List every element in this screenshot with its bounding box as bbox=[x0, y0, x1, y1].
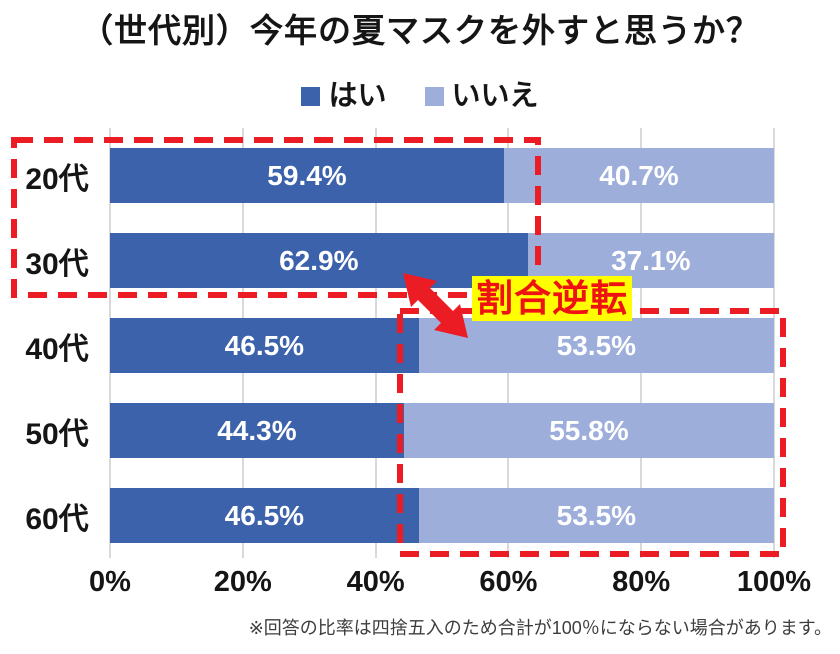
bar-segment-いいえ: 40.7% bbox=[504, 148, 774, 203]
category-label: 50代 bbox=[25, 417, 89, 451]
footnote: ※回答の比率は四捨五入のため合計が100％にならない場合があります。 bbox=[248, 618, 832, 638]
bar-value-label: 59.4% bbox=[267, 159, 347, 191]
bar-value-label: 46.5% bbox=[224, 499, 305, 531]
legend-label: はい bbox=[328, 79, 387, 112]
category-axis: 20代 30代 40代 50代 60代 bbox=[14, 128, 100, 558]
bar-value-label: 55.8% bbox=[549, 414, 629, 446]
value-axis: 0% 20% 40% 60% 80% 100% bbox=[89, 566, 811, 606]
legend-label: いいえ bbox=[451, 79, 539, 112]
reversal-callout: 割合逆転 bbox=[472, 276, 632, 321]
x-tick-label: 40% bbox=[346, 566, 405, 598]
legend-item-0: はい bbox=[301, 79, 387, 112]
bar-segment-はい: 46.5% bbox=[110, 318, 419, 373]
bar-value-label: 37.1% bbox=[611, 244, 691, 276]
bar-segment-いいえ: 53.5% bbox=[418, 488, 774, 543]
x-tick-label: 100% bbox=[736, 566, 812, 598]
bar-row: 44.3% 55.8% bbox=[110, 403, 774, 458]
legend-swatch-icon bbox=[301, 86, 321, 106]
chart-legend: はい いいえ bbox=[0, 78, 840, 114]
bar-value-label: 44.3% bbox=[217, 414, 297, 446]
chart-title: （世代別）今年の夏マスクを外すと思うか？ bbox=[80, 12, 760, 49]
category-label: 60代 bbox=[25, 502, 89, 536]
x-tick-label: 0% bbox=[89, 566, 131, 598]
bar-segment-はい: 59.4% bbox=[110, 148, 505, 203]
bar-row: 59.4% 40.7% bbox=[110, 148, 774, 203]
category-label: 20代 bbox=[25, 162, 89, 196]
bar-row: 62.9% 37.1% bbox=[110, 233, 774, 288]
bar-value-label: 40.7% bbox=[599, 159, 679, 191]
bar-value-label: 53.5% bbox=[556, 499, 637, 531]
x-tick-label: 20% bbox=[213, 566, 272, 598]
category-label: 40代 bbox=[25, 332, 89, 366]
legend-item-1: いいえ bbox=[424, 79, 539, 112]
bar-value-label: 46.5% bbox=[224, 329, 305, 361]
bar-value-label: 62.9% bbox=[279, 244, 359, 276]
legend-swatch-icon bbox=[424, 86, 444, 106]
bar-segment-いいえ: 53.5% bbox=[418, 318, 774, 373]
category-label: 30代 bbox=[25, 247, 89, 281]
bar-row: 46.5% 53.5% bbox=[110, 318, 774, 373]
plot-area: 59.4% 40.7% 62.9% 37.1% 46.5% 53.5% 44.3% 55.8%… bbox=[109, 128, 775, 558]
bar-segment-いいえ: 37.1% bbox=[527, 233, 774, 288]
bar-segment-いいえ: 55.8% bbox=[403, 403, 774, 458]
bar-row: 46.5% 53.5% bbox=[110, 488, 774, 543]
bar-segment-はい: 44.3% bbox=[110, 403, 404, 458]
bar-segment-はい: 46.5% bbox=[110, 488, 419, 543]
bar-value-label: 53.5% bbox=[556, 329, 637, 361]
bar-segment-はい: 62.9% bbox=[110, 233, 528, 288]
x-tick-label: 80% bbox=[612, 566, 671, 598]
x-tick-label: 60% bbox=[479, 566, 538, 598]
